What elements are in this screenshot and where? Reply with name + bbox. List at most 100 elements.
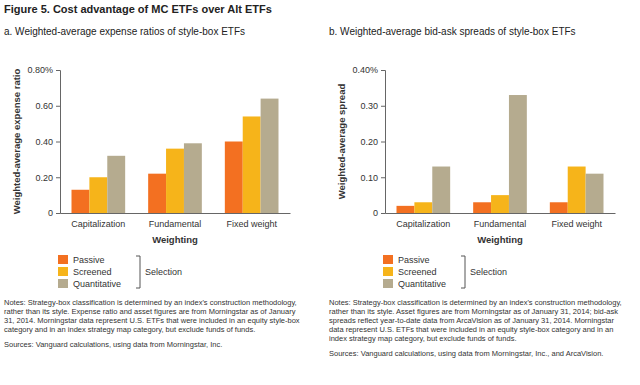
- y-tick: 0: [373, 208, 385, 218]
- x-axis: Capitalization Fundamental Fixed weight: [386, 213, 616, 229]
- notes-line: category and in an index strategy map ca…: [4, 325, 255, 334]
- notes: Notes: Strategy-box classification is de…: [329, 298, 622, 343]
- x-axis-title: Weighting: [477, 234, 523, 245]
- y-tick-mark: [381, 70, 385, 71]
- y-tick-label: 0.30: [360, 101, 378, 111]
- y-tick-mark: [56, 177, 60, 178]
- bar: [261, 99, 279, 213]
- y-tick-label: 0.40%: [352, 65, 378, 75]
- figure-title: Figure 5. Cost advantage of MC ETFs over…: [4, 3, 272, 15]
- legend-swatch: [383, 267, 393, 276]
- bar: [397, 206, 415, 213]
- legend-label: Screened: [398, 267, 437, 277]
- bar: [414, 202, 432, 213]
- panel-title: a. Weighted-average expense ratios of st…: [4, 26, 245, 37]
- x-tick: Fundamental: [474, 213, 527, 229]
- legend-title: Selection: [470, 267, 507, 277]
- x-tick: Fundamental: [149, 213, 202, 229]
- y-tick-mark: [381, 177, 385, 178]
- x-axis-line: [61, 213, 291, 214]
- bar: [586, 174, 604, 213]
- sources-line: Sources: Vanguard calculations, using da…: [4, 340, 222, 349]
- y-axis-title: Weighted-average spread: [336, 84, 347, 200]
- x-tick: Capitalization: [396, 213, 450, 229]
- y-axis-line: [56, 71, 61, 214]
- y-tick: 0.40%: [352, 65, 385, 75]
- notes-line: 31, 2014. Morningstar data represent U.S…: [4, 316, 300, 325]
- y-tick-label: 0.60: [35, 101, 53, 111]
- y-tick: 0: [48, 208, 60, 218]
- y-tick-mark: [381, 213, 385, 214]
- bar: [491, 195, 509, 213]
- bar: [473, 202, 491, 213]
- legend: Passive Screened Quantitative Selection: [58, 255, 182, 289]
- panel: b. Weighted-average bid-ask spreads of s…: [329, 26, 622, 358]
- notes-line: index strategy map category, but exclude…: [329, 334, 516, 343]
- bar: [148, 174, 166, 213]
- x-tick-label: Fundamental: [474, 219, 527, 229]
- legend-label: Quantitative: [73, 279, 121, 289]
- y-tick-label: 0.10: [360, 173, 378, 183]
- notes-line: rather than its style. Asset figures are…: [329, 307, 618, 316]
- panel-title: b. Weighted-average bid-ask spreads of s…: [329, 26, 576, 37]
- y-tick-label: 0.40: [35, 137, 53, 147]
- legend-swatch: [58, 279, 68, 288]
- y-axis: 0 0.10 0.20 0.30 0.40%: [352, 65, 385, 218]
- y-axis: 00.200.400.600.80%: [27, 65, 60, 218]
- bar: [72, 190, 90, 213]
- notes-line: Notes: Strategy-box classification is de…: [329, 298, 622, 307]
- legend-label: Screened: [73, 267, 112, 277]
- legend-title: Selection: [145, 267, 182, 277]
- x-tick-label: Fixed weight: [226, 219, 277, 229]
- y-tick-label: 0: [48, 208, 53, 218]
- sources: Sources: Vanguard calculations, using da…: [4, 340, 222, 349]
- y-tick-mark: [381, 106, 385, 107]
- legend-swatch: [58, 267, 68, 276]
- bar: [550, 202, 568, 213]
- y-axis-line: [381, 71, 386, 214]
- legend-swatch: [383, 255, 393, 264]
- bars: [72, 99, 279, 213]
- legend-label: Quantitative: [398, 279, 446, 289]
- x-tick-label: Fundamental: [149, 219, 202, 229]
- y-tick: 0.20: [360, 137, 385, 147]
- y-tick-mark: [381, 142, 385, 143]
- x-tick-label: Fixed weight: [551, 219, 602, 229]
- y-tick-label: 0.80%: [27, 65, 53, 75]
- bar: [432, 167, 450, 213]
- legend-bracket: [461, 256, 465, 288]
- y-tick-mark: [56, 142, 60, 143]
- x-tick: Fixed weight: [226, 213, 277, 229]
- x-axis: Capitalization Fundamental Fixed weight: [61, 213, 291, 229]
- y-tick: 0.40: [35, 137, 60, 147]
- x-tick: Fixed weight: [551, 213, 602, 229]
- y-tick: 0.10: [360, 173, 385, 183]
- bar: [509, 95, 527, 213]
- bar: [166, 149, 184, 213]
- bar: [243, 116, 261, 213]
- y-tick: 0.80%: [27, 65, 60, 75]
- bar: [89, 177, 107, 213]
- bar: [184, 143, 202, 213]
- y-tick-mark: [56, 106, 60, 107]
- legend-bracket: [136, 256, 140, 288]
- figure: Figure 5. Cost advantage of MC ETFs over…: [0, 0, 640, 385]
- x-tick: Capitalization: [71, 213, 125, 229]
- notes-line: rather than its style. Expense ratio and…: [4, 307, 296, 316]
- legend-label: Passive: [398, 255, 430, 265]
- x-tick-label: Capitalization: [71, 219, 125, 229]
- notes-line: Notes: Strategy-box classification is de…: [4, 298, 297, 307]
- panel: a. Weighted-average expense ratios of st…: [4, 26, 300, 349]
- notes: Notes: Strategy-box classification is de…: [4, 298, 300, 334]
- bar: [568, 167, 586, 213]
- sources-line: Sources: Vanguard calculations, using da…: [329, 349, 603, 358]
- legend-label: Passive: [73, 255, 105, 265]
- legend-swatch: [383, 279, 393, 288]
- bars: [397, 95, 604, 213]
- y-axis-title: Weighted-average expense ratio: [11, 69, 22, 215]
- y-tick: 0.60: [35, 101, 60, 111]
- y-tick-mark: [56, 213, 60, 214]
- legend: Passive Screened Quantitative Selection: [383, 255, 507, 289]
- notes-line: data represent U.S. ETFs that were inclu…: [329, 325, 613, 334]
- x-axis-title: Weighting: [152, 234, 198, 245]
